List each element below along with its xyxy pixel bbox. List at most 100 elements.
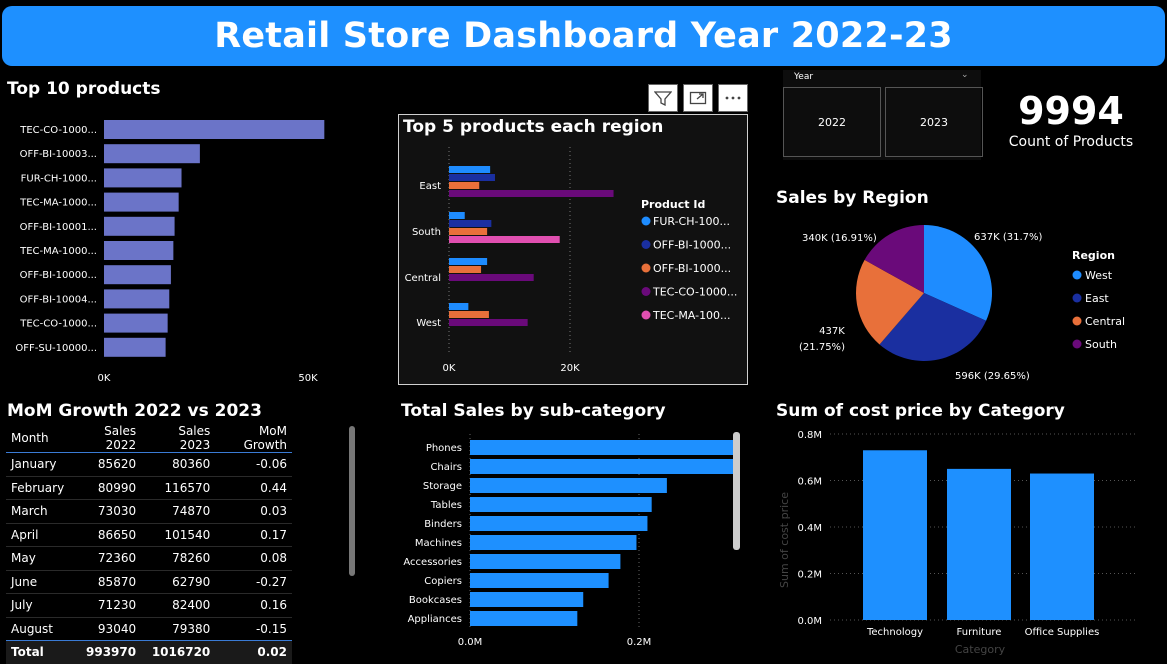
y-tick-label: Machines — [415, 538, 462, 549]
table-cell: 78260 — [141, 546, 216, 570]
table-cell: 0.16 — [215, 593, 292, 617]
bar — [470, 516, 648, 531]
bar — [449, 274, 534, 281]
subcat-chart[interactable]: Phones Chairs Storage Tables Binders Machines… — [380, 430, 740, 661]
costcat-chart[interactable]: 0.0M 0.2M 0.4M 0.6M 0.8M Technology Furniture O… — [760, 424, 1167, 661]
x-tick-label: 20K — [560, 363, 580, 374]
bar — [470, 497, 652, 512]
bar — [104, 216, 175, 236]
y-tick-label: Bookcases — [409, 595, 462, 606]
table-row[interactable]: February 80990 116570 0.44 — [6, 475, 292, 500]
y-tick-label: Chairs — [430, 462, 462, 473]
data-label: (21.75%) — [799, 342, 845, 353]
table-cell: 73030 — [69, 499, 142, 523]
legend-marker — [641, 216, 651, 226]
y-tick-label: West — [416, 318, 441, 329]
data-label: 437K — [819, 326, 845, 337]
x-tick-label: 50K — [298, 373, 318, 384]
bar — [863, 450, 927, 620]
table-row[interactable]: May 72360 78260 0.08 — [6, 546, 292, 570]
y-tick-label: OFF-SU-10000... — [15, 343, 97, 354]
table-scrollbar[interactable] — [349, 426, 355, 576]
y-tick-label: 0.6M — [797, 477, 822, 488]
table-cell: 74870 — [141, 499, 216, 523]
x-tick-label: Technology — [866, 627, 923, 638]
more-options-icon[interactable] — [718, 84, 748, 112]
legend-marker — [1072, 270, 1082, 280]
pie-slice — [924, 225, 992, 321]
slicer-option-2022[interactable]: 2022 — [783, 87, 881, 157]
col-header[interactable]: MoM Growth — [215, 424, 292, 453]
total-cell: 1016720 — [141, 640, 216, 664]
table-row[interactable]: April 86650 101540 0.17 — [6, 522, 292, 547]
filter-icon[interactable] — [648, 84, 678, 112]
legend-label: Central — [1085, 315, 1125, 328]
bar — [1030, 473, 1094, 620]
table-cell: 0.17 — [215, 522, 292, 547]
y-tick-label: 0.8M — [797, 430, 822, 441]
bar — [449, 166, 491, 173]
table-cell: 71230 — [69, 593, 142, 617]
dashboard-banner: Retail Store Dashboard Year 2022-23 — [2, 6, 1165, 66]
subcat-scrollbar[interactable] — [733, 432, 740, 550]
visual-toolbar — [648, 84, 748, 112]
top5-title: Top 5 products each region — [403, 117, 664, 137]
y-tick-label: Tables — [430, 500, 462, 511]
pie-chart[interactable]: 637K (31.7%) 596K (29.65%) 437K (21.75%) 340… — [776, 214, 1167, 389]
legend-label: TEC-CO-1000... — [652, 286, 737, 299]
table-cell: 85620 — [69, 452, 142, 476]
legend-marker — [641, 263, 651, 273]
card-value: 9994 — [1018, 89, 1124, 133]
mom-table: Month Sales 2022 Sales 2023 MoM Growth J… — [6, 424, 292, 664]
y-tick-label: OFF-BI-10001... — [20, 222, 97, 233]
table-cell: 82400 — [141, 593, 216, 617]
bar — [449, 190, 614, 197]
bar — [449, 319, 528, 326]
pie-slice — [864, 225, 924, 293]
table-row[interactable]: July 71230 82400 0.16 — [6, 593, 292, 617]
table-row[interactable]: June 85870 62790 -0.27 — [6, 569, 292, 594]
mom-table-container[interactable]: Month Sales 2022 Sales 2023 MoM Growth J… — [6, 424, 292, 664]
table-cell: April — [6, 522, 70, 547]
table-cell: 0.08 — [215, 546, 292, 570]
slicer-option-2023[interactable]: 2023 — [885, 87, 983, 157]
legend-marker — [641, 287, 651, 296]
bar — [470, 535, 637, 550]
col-header[interactable]: Month — [6, 424, 70, 453]
col-header[interactable]: Sales 2023 — [141, 424, 216, 453]
bar — [449, 212, 465, 219]
count-card: 9994 Count of Products — [1005, 88, 1137, 150]
col-header[interactable]: Sales 2022 — [69, 424, 142, 453]
bar — [470, 459, 740, 474]
legend-label: West — [1085, 269, 1113, 282]
bar — [449, 228, 488, 235]
table-row[interactable]: August 93040 79380 -0.15 — [6, 616, 292, 641]
top10-chart[interactable]: TEC-CO-1000... OFF-BI-10003... FUR-CH-1000… — [0, 110, 380, 390]
table-row[interactable]: March 73030 74870 0.03 — [6, 499, 292, 523]
table-cell: 0.44 — [215, 475, 292, 500]
focus-mode-icon[interactable] — [683, 84, 713, 112]
bar — [449, 266, 482, 273]
legend-label: FUR-CH-100... — [653, 215, 730, 228]
table-cell: 86650 — [69, 522, 142, 547]
x-tick-label: Office Supplies — [1025, 627, 1100, 638]
table-cell: 80360 — [141, 452, 216, 476]
mom-title: MoM Growth 2022 vs 2023 — [7, 401, 262, 421]
year-slicer[interactable]: Year ⌄ 2022 2023 — [783, 70, 983, 160]
legend-label: OFF-BI-1000... — [653, 262, 731, 275]
data-label: 340K (16.91%) — [802, 233, 877, 244]
pie-slice — [856, 259, 924, 345]
y-tick-label: Phones — [426, 443, 462, 454]
total-cell: Total — [6, 640, 70, 664]
bar — [470, 592, 584, 607]
chevron-down-icon[interactable]: ⌄ — [961, 70, 969, 80]
total-cell: 993970 — [69, 640, 142, 664]
bar — [470, 440, 740, 455]
table-cell: 80990 — [69, 475, 142, 500]
table-cell: -0.06 — [215, 452, 292, 476]
y-tick-label: 0.2M — [797, 570, 822, 581]
bar — [470, 611, 578, 626]
table-row[interactable]: January 85620 80360 -0.06 — [6, 452, 292, 476]
top5-visual[interactable]: Top 5 products each region East South Cent… — [398, 114, 748, 385]
table-cell: February — [6, 475, 70, 500]
